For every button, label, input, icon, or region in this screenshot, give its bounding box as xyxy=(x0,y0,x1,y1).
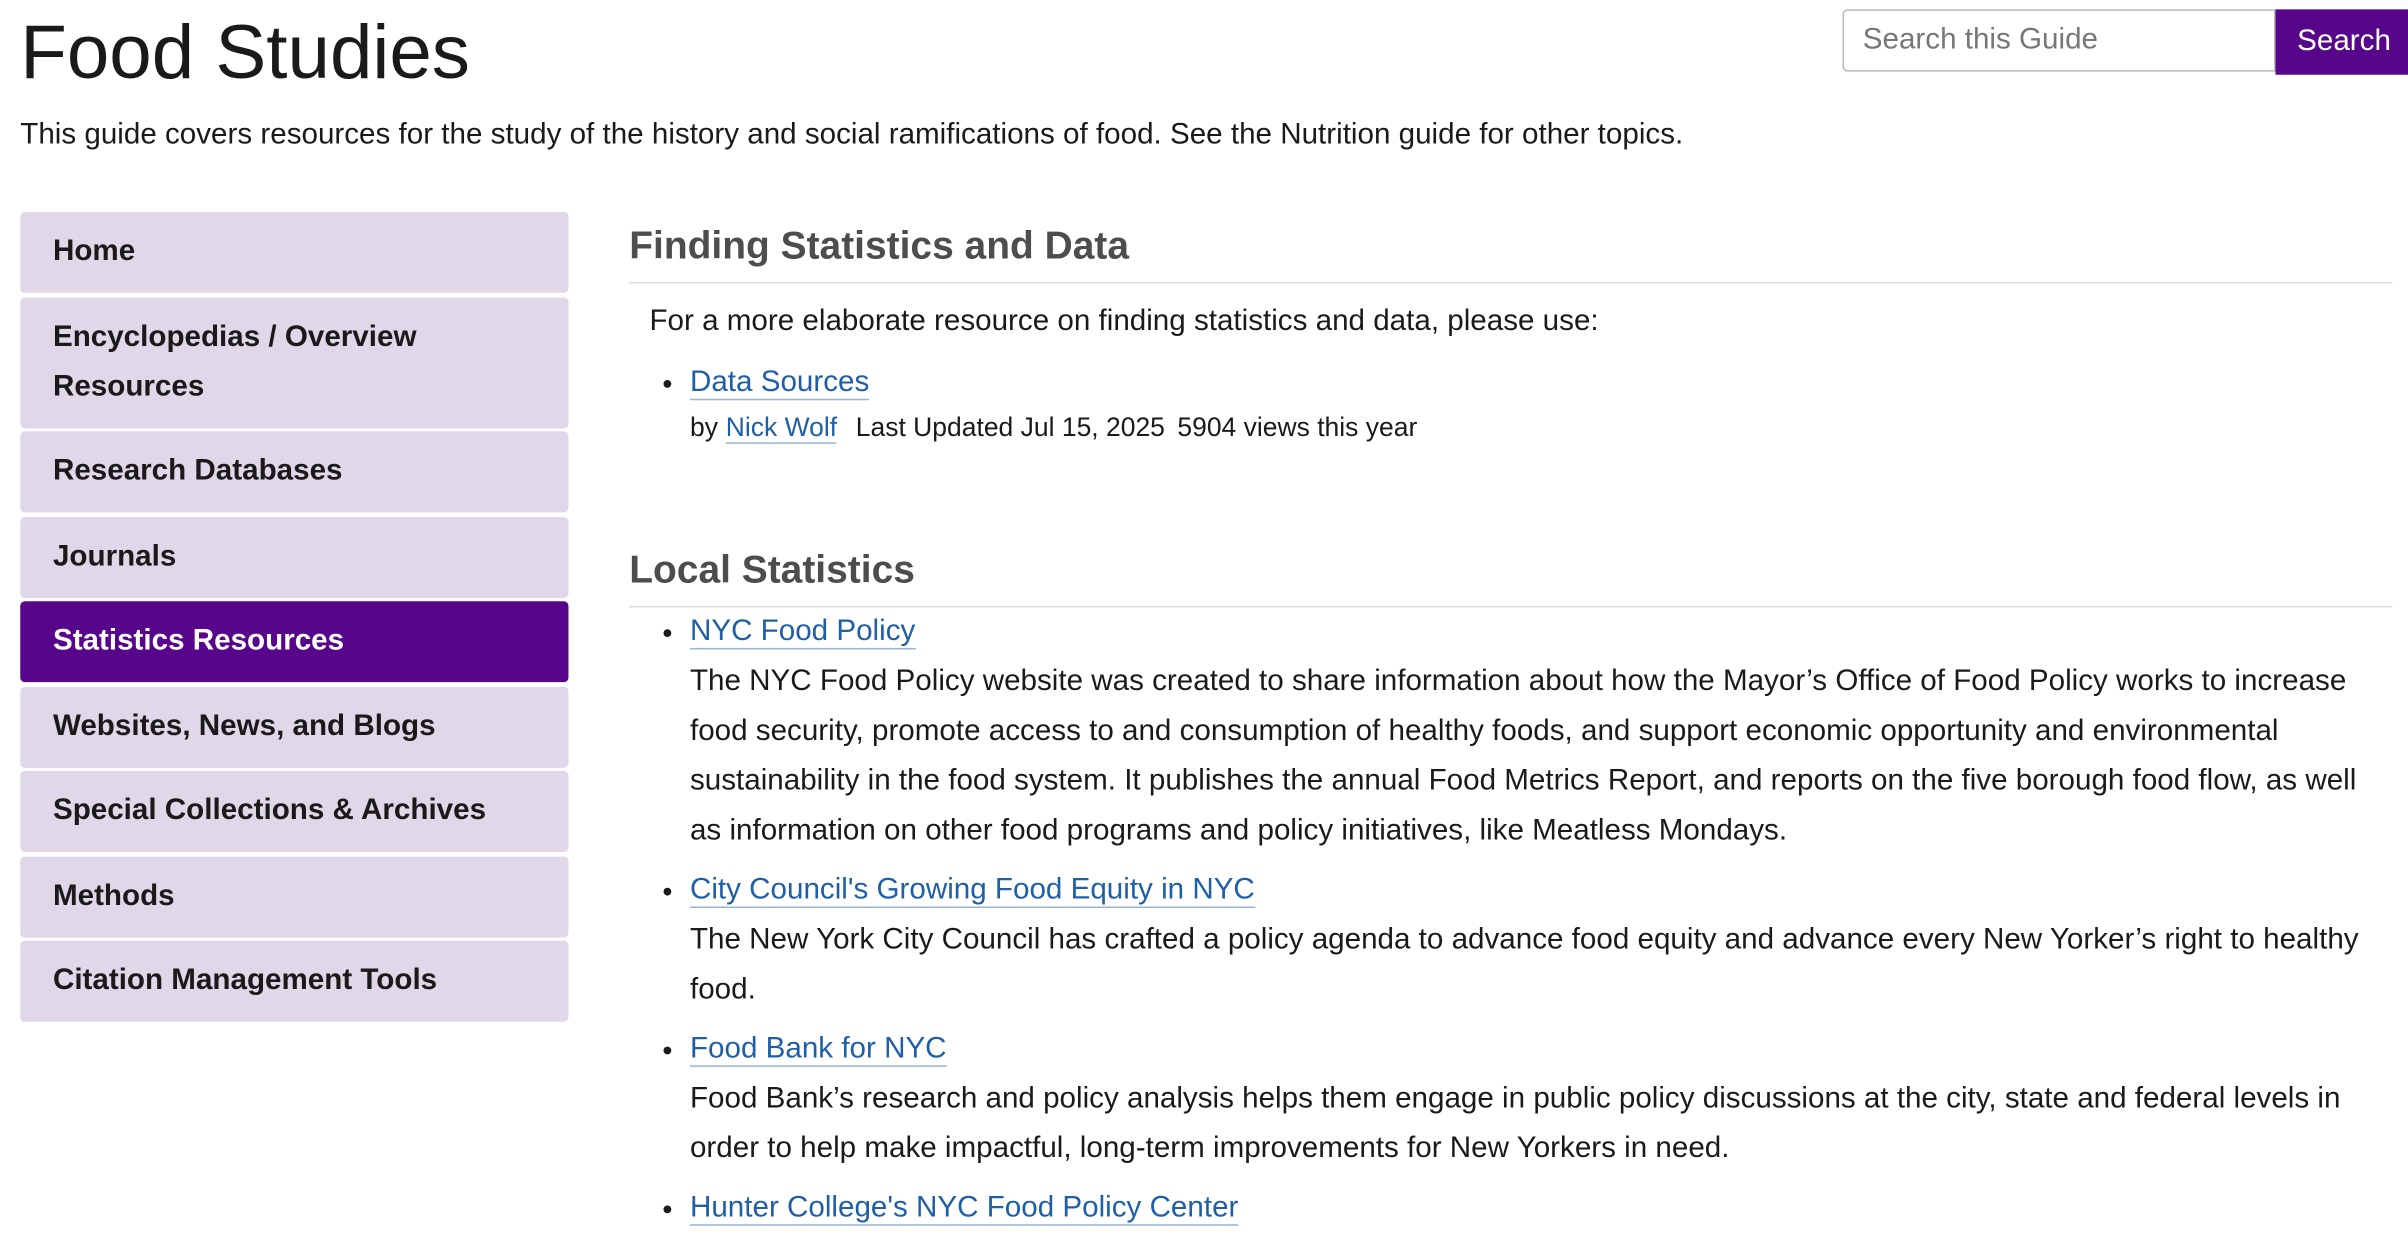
resource-description: The NYC Food Policy website was created … xyxy=(689,665,2357,848)
box-heading: Local Statistics xyxy=(629,536,2393,608)
nav-item[interactable]: Home xyxy=(20,211,569,293)
by-label: by xyxy=(689,412,718,443)
nav-item[interactable]: Research Databases xyxy=(20,431,569,513)
side-nav: Home Encyclopedias / Overview Resources Re… xyxy=(20,211,569,1026)
search-input[interactable] xyxy=(1842,9,2276,72)
box: Local Statistics NYC Food Policy The NYC F… xyxy=(629,536,2393,1234)
nav-item[interactable]: Methods xyxy=(20,855,569,937)
view-count: 5904 views this year xyxy=(1177,412,1418,443)
nav-item[interactable]: Encyclopedias / Overview Resources xyxy=(20,296,569,428)
box-intro: For a more elaborate resource on finding… xyxy=(649,305,1599,338)
box-heading: Finding Statistics and Data xyxy=(629,212,2393,284)
resource-link[interactable]: Hunter College's NYC Food Policy Center xyxy=(689,1191,1239,1226)
guide-description: This guide covers resources for the stud… xyxy=(20,118,1684,152)
search-button[interactable]: Search xyxy=(2275,9,2408,75)
nav-item[interactable]: Citation Management Tools xyxy=(20,940,569,1022)
resource-link[interactable]: City Council's Growing Food Equity in NY… xyxy=(689,873,1255,909)
last-updated: Last Updated Jul 15, 2025 xyxy=(855,412,1165,443)
guide-title: Food Studies xyxy=(20,10,470,96)
resource-link[interactable]: Food Bank for NYC xyxy=(689,1032,947,1067)
link-item: NYC Food Policy The NYC Food Policy websi… xyxy=(689,607,2392,856)
box: Finding Statistics and Data For a more el… xyxy=(629,212,2393,449)
resource-link[interactable]: Data Sources xyxy=(689,366,870,401)
nav-item[interactable]: Special Collections & Archives xyxy=(20,770,569,852)
link-list: NYC Food Policy The NYC Food Policy websi… xyxy=(629,607,2392,1233)
nav-item[interactable]: Journals xyxy=(20,516,569,598)
link-item: Hunter College's NYC Food Policy Center xyxy=(689,1184,2392,1234)
resource-description: Food Bank’s research and policy analysis… xyxy=(689,1082,2341,1166)
nav-item[interactable]: Websites, News, and Blogs xyxy=(20,686,569,768)
author-link[interactable]: Nick Wolf xyxy=(725,412,838,444)
link-item: Food Bank for NYC Food Bank’s research an… xyxy=(689,1025,2392,1175)
link-item: City Council's Growing Food Equity in NY… xyxy=(689,866,2392,1016)
content: Finding Statistics and Data For a more el… xyxy=(629,212,2393,1243)
guide-meta: by Nick Wolf Last Updated Jul 15, 2025 5904… xyxy=(690,408,2392,448)
nav-item[interactable]: Statistics Resources xyxy=(20,601,569,683)
resource-link[interactable]: NYC Food Policy xyxy=(689,615,916,650)
resource-description: The New York City Council has crafted a … xyxy=(689,923,2359,1007)
search-bar: Search xyxy=(1842,9,2408,75)
